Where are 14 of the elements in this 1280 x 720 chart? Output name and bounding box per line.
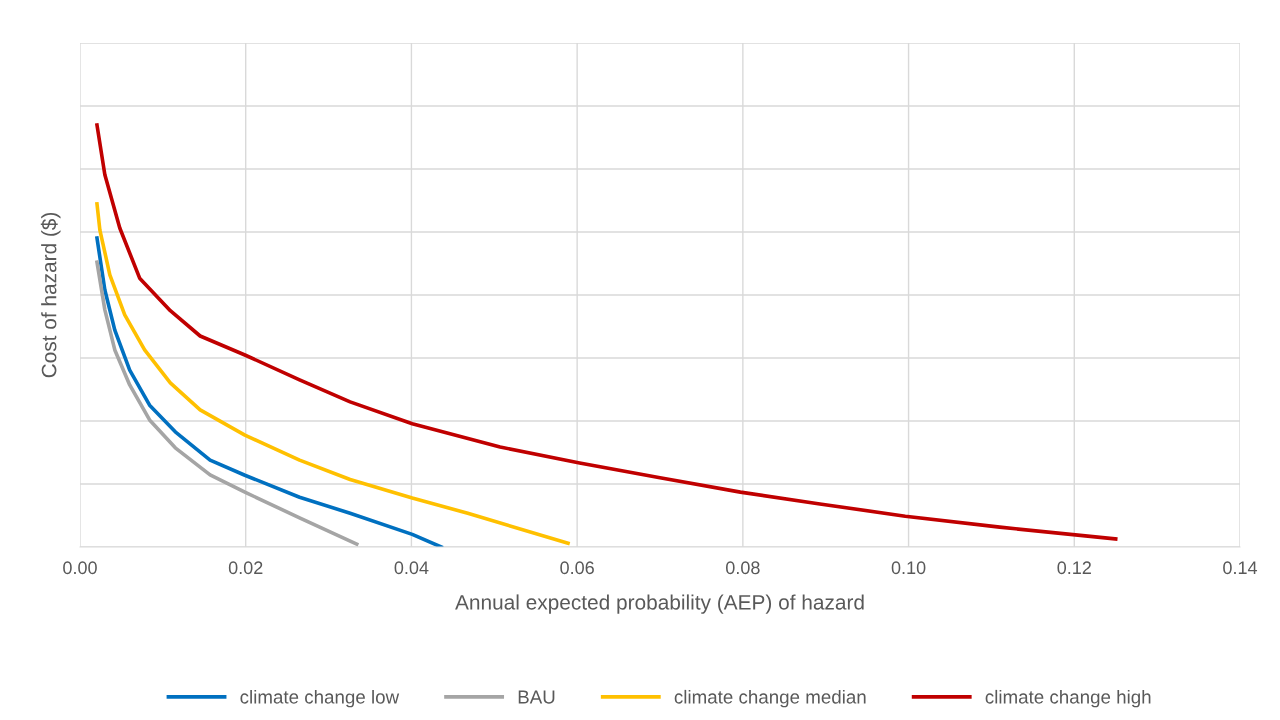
y-axis-title: Cost of hazard ($) bbox=[40, 212, 61, 378]
x-tick-label: 0.02 bbox=[228, 561, 263, 575]
x-tick-label: 0.12 bbox=[1057, 561, 1091, 575]
legend-label: climate change low bbox=[240, 689, 400, 708]
x-tick-label: 0.00 bbox=[63, 561, 97, 575]
x-tick-label: 0.10 bbox=[891, 561, 926, 575]
x-tick-label: 0.04 bbox=[394, 561, 429, 575]
x-axis-title: Annual expected probability (AEP) of hazard bbox=[455, 594, 864, 614]
x-tick-label: 0.08 bbox=[725, 561, 760, 575]
x-tick-label: 0.06 bbox=[560, 561, 594, 575]
legend-label: BAU bbox=[518, 690, 555, 704]
x-tick-label: 0.14 bbox=[1223, 561, 1258, 575]
legend-label: climate change high bbox=[985, 689, 1151, 708]
legend-label: climate change median bbox=[674, 689, 866, 708]
